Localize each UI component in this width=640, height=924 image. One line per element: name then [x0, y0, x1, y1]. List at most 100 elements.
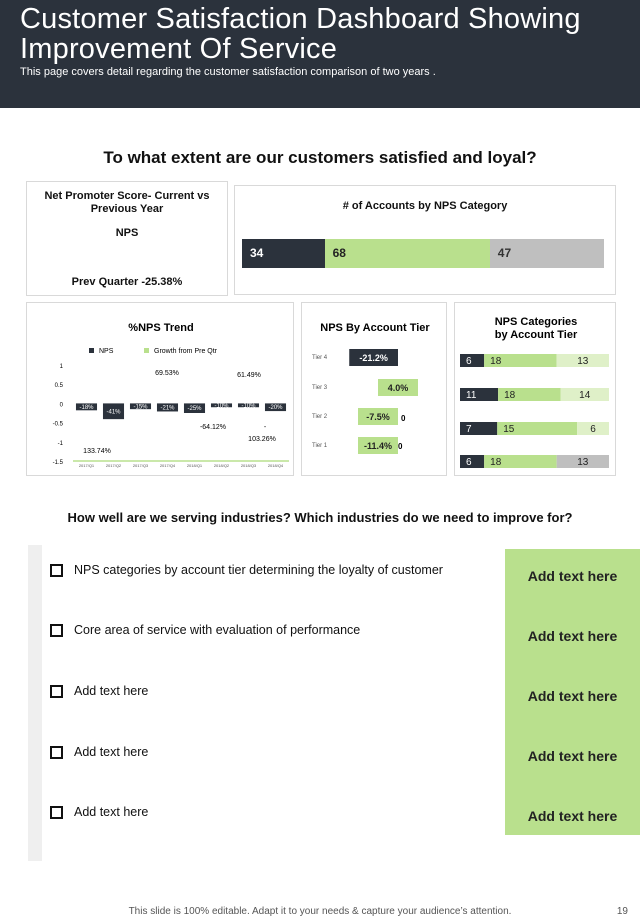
left-accent-bar: [28, 545, 42, 861]
category-segment: [556, 455, 609, 468]
checkbox[interactable]: [50, 563, 63, 577]
annotation-label: -: [264, 424, 267, 431]
footer-note: This slide is 100% editable. Adapt it to…: [128, 906, 512, 917]
header-banner: Customer Satisfaction Dashboard Showing …: [0, 0, 640, 108]
category-value: 6: [466, 457, 472, 468]
nps-bar: [237, 403, 260, 408]
bar-label: -10%: [214, 403, 229, 409]
category-segment: [460, 455, 485, 468]
list-item[interactable]: Core area of service with evaluation of …: [50, 623, 360, 637]
x-tick-label: 2017/Q4: [160, 463, 176, 468]
prev-quarter: Prev Quarter -25.38%: [71, 276, 183, 288]
list-item-text: Core area of service with evaluation of …: [74, 623, 361, 637]
nps-card: Net Promoter Score- Current vs Previous …: [26, 181, 228, 296]
accounts-segment: 68: [324, 239, 490, 268]
accounts-card-title: # of Accounts by NPS Category: [342, 200, 508, 212]
y-tick-label: -1: [58, 441, 64, 447]
tier-value: 4.0%: [388, 383, 409, 393]
side-label: 0: [401, 414, 406, 423]
category-value: 11: [466, 390, 477, 401]
category-value: 13: [577, 356, 589, 367]
tier-bar: [358, 408, 398, 425]
legend-label: Growth from Pre Qtr: [154, 348, 218, 355]
nps-trend-chart: %NPS Trend NPS Growth from Pre Qtr 1 0.5 0 -0.…: [53, 322, 289, 468]
tier-label: Tier 3: [312, 385, 328, 391]
category-segment: [577, 422, 609, 435]
green-text[interactable]: Add text here: [527, 748, 618, 764]
green-text-panel: Add text here Add text here Add text her…: [505, 549, 640, 835]
checkbox[interactable]: [50, 684, 63, 698]
nps-label: NPS: [115, 227, 139, 239]
annotation-label: 133.74%: [83, 448, 111, 455]
category-value: 18: [504, 390, 516, 401]
x-tick-label: 2018/Q2: [214, 463, 230, 468]
list-item[interactable]: Add text here: [50, 745, 148, 759]
nps-card-title: Net Promoter Score- Current vs Previous …: [27, 190, 227, 216]
annotation-label: 103.26%: [248, 436, 276, 443]
category-segment: [484, 354, 557, 367]
x-tick-label: 2017/Q1: [79, 463, 95, 468]
list-item-text: Add text here: [74, 745, 149, 759]
annotation-label: -64.12%: [200, 424, 226, 431]
category-value: 18: [490, 356, 502, 367]
page-subtitle: This page covers detail regarding the cu…: [20, 66, 436, 78]
category-value: 13: [577, 457, 589, 468]
question-satisfaction: To what extent are our customers satisfi…: [103, 148, 537, 167]
side-label: 0: [398, 442, 403, 451]
tier-label: Tier 4: [312, 355, 328, 361]
bar-label: -18%: [79, 405, 94, 411]
checkbox[interactable]: [50, 623, 63, 637]
y-tick-label: 0.5: [55, 383, 64, 389]
chart-title: by Account Tier: [495, 329, 578, 341]
bar-label: -10%: [241, 403, 256, 409]
list-item[interactable]: Add text here: [50, 805, 148, 819]
nps-card-title-line2: Previous Year: [90, 203, 164, 215]
annotation-label: 69.53%: [155, 370, 179, 377]
category-value: 6: [590, 424, 596, 435]
y-tick-label: -0.5: [53, 422, 64, 428]
bar-label: -20%: [268, 405, 283, 411]
page-title: Customer Satisfaction Dashboard Showing …: [20, 4, 620, 64]
tier-label: Tier 2: [312, 414, 328, 420]
list-item-text: Add text here: [74, 805, 149, 819]
page-number: 19: [616, 906, 628, 917]
y-tick-label: 1: [60, 364, 64, 370]
list-item-text: NPS categories by account tier determini…: [74, 563, 443, 577]
checkbox[interactable]: [50, 805, 63, 819]
tier-bar: [349, 349, 398, 366]
category-value: 18: [490, 457, 502, 468]
category-segment: [560, 388, 609, 401]
chart-title: %NPS Trend: [128, 322, 193, 334]
tier-value: -7.5%: [366, 412, 390, 422]
green-text[interactable]: Add text here: [527, 628, 618, 644]
annotation-label: 61.49%: [237, 372, 261, 379]
tier-value: -11.4%: [364, 441, 392, 451]
tier-label: Tier 1: [312, 443, 328, 449]
nps-trend-card: %NPS Trend NPS Growth from Pre Qtr 1 0.5 0 -0.…: [26, 302, 294, 476]
green-text[interactable]: Add text here: [527, 808, 618, 824]
bar-label: -15%: [133, 404, 148, 410]
list-item[interactable]: Add text here: [50, 684, 148, 698]
category-value: 14: [579, 390, 591, 401]
bar-label: -21%: [160, 405, 175, 411]
category-segment: [460, 388, 499, 401]
green-text[interactable]: Add text here: [527, 688, 618, 704]
category-segment: [498, 388, 561, 401]
nps-bar: [129, 403, 152, 410]
green-text[interactable]: Add text here: [527, 568, 618, 584]
x-tick-label: 2018/Q1: [187, 463, 203, 468]
list-item[interactable]: NPS categories by account tier determini…: [50, 563, 443, 577]
category-segment: [497, 422, 578, 435]
accounts-segment: 34: [242, 239, 325, 268]
checkbox[interactable]: [50, 745, 63, 759]
legend-swatch: [89, 348, 94, 353]
category-segment: [460, 354, 485, 367]
categories-card: NPS Categories by Account Tier 6 18 13 11 18 14…: [454, 302, 616, 476]
tier-bar: [358, 437, 398, 454]
nps-bar: [264, 403, 287, 412]
x-tick-label: 2018/Q4: [268, 463, 284, 468]
accounts-card: # of Accounts by NPS Category 34 68 47: [234, 185, 616, 295]
nps-bar: [156, 403, 179, 412]
y-tick-label: 0: [60, 402, 64, 408]
